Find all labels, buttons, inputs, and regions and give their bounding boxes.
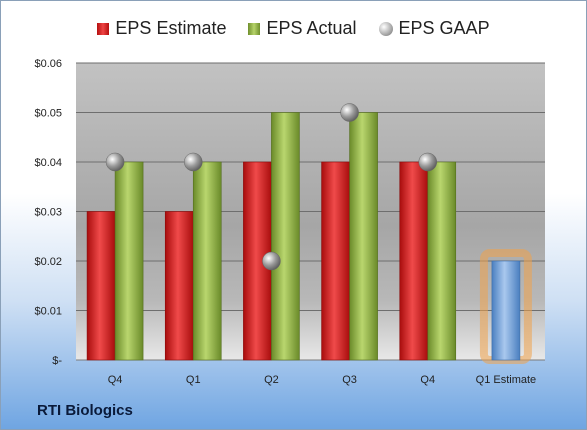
marker-eps-gaap <box>184 152 203 172</box>
y-tick-label: $0.01 <box>34 306 62 318</box>
y-tick-label: $0.04 <box>34 157 62 169</box>
legend-label-eps-estimate: EPS Estimate <box>115 18 227 38</box>
legend-item-eps-actual: EPS Actual <box>248 18 357 39</box>
x-tick-label: Q2 <box>264 374 279 386</box>
marker-eps-gaap <box>105 152 125 172</box>
bar-eps-estimate <box>164 211 194 361</box>
y-tick-label: $- <box>52 355 62 367</box>
legend-item-eps-gaap: EPS GAAP <box>378 18 490 39</box>
marker-eps-gaap <box>262 251 281 271</box>
x-tick-label: Q4 <box>108 374 123 386</box>
legend-item-eps-estimate: EPS Estimate <box>97 18 226 39</box>
y-tick-label: $0.05 <box>34 108 62 120</box>
bar-eps-estimate <box>86 211 116 361</box>
legend-swatch-eps-actual <box>248 22 261 35</box>
bar-eps-actual <box>114 161 144 361</box>
legend-swatch-eps-gaap <box>378 21 393 36</box>
bar-eps-actual <box>349 112 378 361</box>
legend-swatch-eps-estimate <box>97 22 110 35</box>
x-tick-label: Q3 <box>342 374 357 386</box>
bar-eps-estimate <box>321 161 350 361</box>
bar-eps-actual <box>271 112 300 361</box>
bar-q1-estimate <box>491 260 521 361</box>
legend-label-eps-actual: EPS Actual <box>266 18 357 38</box>
legend: EPS Estimate EPS Actual EPS GAAP <box>1 18 586 39</box>
x-tick-label: Q1 Estimate <box>476 374 537 386</box>
marker-eps-gaap <box>340 103 359 122</box>
y-tick-label: $0.02 <box>34 256 62 268</box>
bar-eps-actual <box>427 161 457 361</box>
company-name: RTI Biologics <box>37 402 133 419</box>
x-tick-label: Q4 <box>420 374 435 386</box>
bar-eps-actual <box>192 161 222 361</box>
legend-label-eps-gaap: EPS GAAP <box>398 18 490 38</box>
bar-eps-estimate <box>399 161 429 361</box>
marker-eps-gaap <box>418 152 437 172</box>
y-tick-label: $0.03 <box>34 207 62 219</box>
x-tick-label: Q1 <box>186 374 201 386</box>
y-tick-label: $0.06 <box>34 58 62 70</box>
